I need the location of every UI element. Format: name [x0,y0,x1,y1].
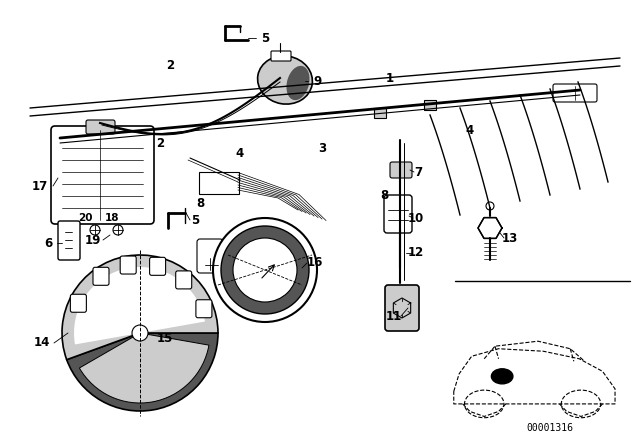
FancyBboxPatch shape [197,239,223,273]
Circle shape [213,218,317,322]
Text: 14: 14 [34,336,50,349]
Text: 16: 16 [307,257,323,270]
Polygon shape [478,218,502,238]
Text: 20: 20 [77,213,92,223]
Text: 10: 10 [408,211,424,224]
Text: 6: 6 [44,237,52,250]
Wedge shape [79,333,209,403]
Text: 3: 3 [318,142,326,155]
Text: 1: 1 [386,72,394,85]
FancyBboxPatch shape [553,84,597,102]
Circle shape [90,225,100,235]
FancyBboxPatch shape [86,120,115,134]
Text: 2: 2 [166,59,174,72]
Circle shape [561,390,601,418]
FancyBboxPatch shape [150,257,166,276]
Ellipse shape [287,66,310,100]
FancyBboxPatch shape [51,126,154,224]
Wedge shape [67,333,218,411]
FancyBboxPatch shape [424,100,436,110]
Circle shape [221,226,309,314]
Ellipse shape [257,56,312,104]
FancyBboxPatch shape [58,221,80,260]
Text: 4: 4 [236,146,244,159]
FancyBboxPatch shape [385,285,419,331]
FancyBboxPatch shape [384,195,412,233]
Circle shape [132,325,148,341]
FancyBboxPatch shape [120,256,136,274]
Circle shape [465,390,504,418]
Text: 18: 18 [105,213,119,223]
FancyBboxPatch shape [271,51,291,61]
FancyBboxPatch shape [390,162,412,178]
Text: 8: 8 [380,189,388,202]
FancyBboxPatch shape [199,172,239,194]
Circle shape [113,225,123,235]
Text: 11: 11 [386,310,402,323]
FancyBboxPatch shape [196,300,212,318]
Text: 9: 9 [314,74,322,87]
Text: 17: 17 [32,180,48,193]
Text: 8: 8 [196,197,204,210]
Text: 2: 2 [156,137,164,150]
FancyBboxPatch shape [93,267,109,285]
Text: 5: 5 [191,214,199,227]
Wedge shape [62,255,218,360]
FancyBboxPatch shape [374,108,386,118]
Text: 15: 15 [157,332,173,345]
Text: 12: 12 [408,246,424,259]
Text: 4: 4 [466,124,474,137]
Text: 7: 7 [414,165,422,178]
Circle shape [233,238,297,302]
Wedge shape [74,267,205,345]
FancyBboxPatch shape [176,271,192,289]
Text: 13: 13 [502,232,518,245]
Text: 00001316: 00001316 [527,423,573,433]
Circle shape [486,202,494,210]
Circle shape [492,369,513,384]
Text: 5: 5 [261,31,269,44]
Text: 19: 19 [85,233,101,246]
FancyBboxPatch shape [70,294,86,312]
